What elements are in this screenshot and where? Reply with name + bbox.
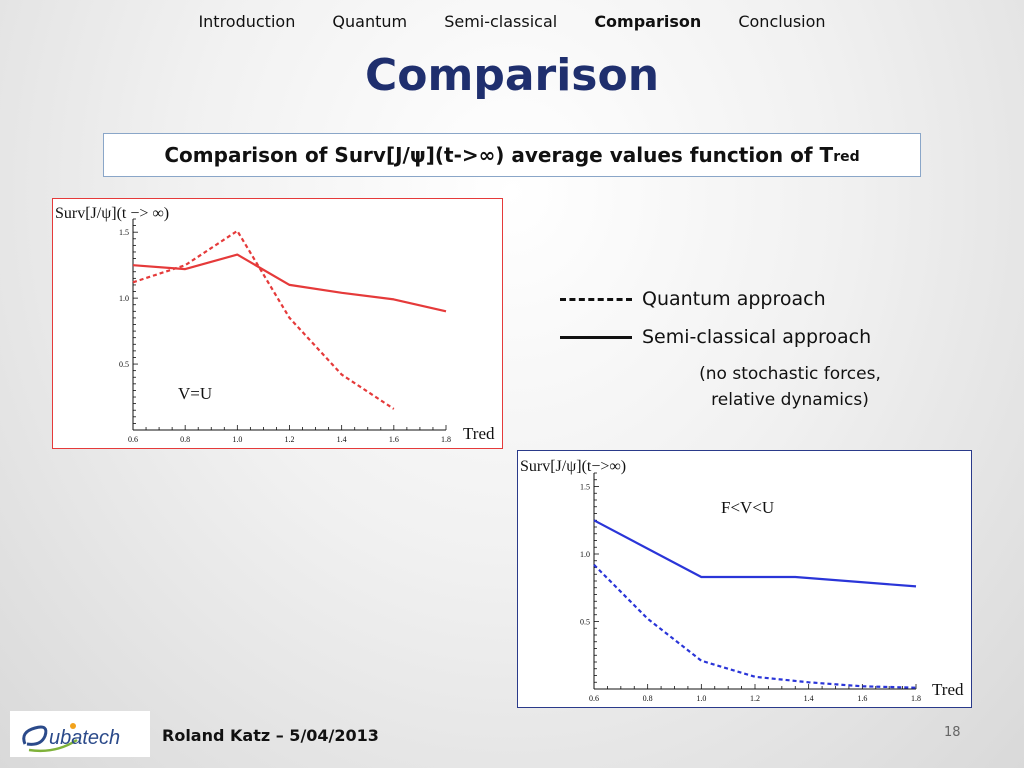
nav-semi-classical[interactable]: Semi-classical	[444, 12, 558, 31]
chart-title: Surv[J/ψ](t −> ∞)	[55, 205, 169, 222]
chart-fvu-svg: 0.5 1.0 1.5 0.6 0.8 1.0 1.2 1.4 1.6 1.8 Surv[J/ψ](…	[520, 458, 964, 703]
x-axis-label: Tred	[932, 680, 964, 699]
x-tick-label: 0.6	[128, 435, 138, 444]
x-tick-label: 1.2	[285, 435, 295, 444]
footer-author: Roland Katz – 5/04/2013	[162, 726, 379, 745]
x-tick-label: 1.4	[804, 694, 814, 703]
x-tick-label: 0.8	[180, 435, 190, 444]
chart-annotation: F<V<U	[721, 498, 774, 517]
chart-vu-svg: 0.5 1.0 1.5 0.6 0.8 1.0 1.2 1.4 1.6 1.8 Surv[J/ψ](…	[55, 205, 495, 444]
x-tick-label: 1.0	[696, 694, 706, 703]
legend-quantum-label: Quantum approach	[642, 288, 826, 310]
page-title: Comparison	[364, 50, 660, 101]
subatech-logo: ubatech	[10, 711, 150, 757]
nav-comparison[interactable]: Comparison	[594, 12, 702, 31]
chart-vu-red: 0.5 1.0 1.5 0.6 0.8 1.0 1.2 1.4 1.6 1.8 Surv[J/ψ](…	[52, 198, 503, 449]
y-tick-label: 1.5	[580, 483, 590, 492]
nav-introduction[interactable]: Introduction	[198, 12, 296, 31]
nav-conclusion[interactable]: Conclusion	[738, 12, 826, 31]
svg-text:ubatech: ubatech	[49, 727, 120, 749]
solid-line-sample	[560, 335, 632, 339]
chart-title: Surv[J/ψ](t−>∞)	[520, 458, 626, 475]
top-navigation: Introduction Quantum Semi-classical Comp…	[0, 12, 1024, 31]
subtitle-box: Comparison of Surv[J/ψ](t->∞) average va…	[103, 133, 921, 177]
dashed-line-sample	[560, 297, 632, 301]
x-tick-label: 0.6	[589, 694, 599, 703]
legend-note: (no stochastic forces, relative dynamics…	[680, 361, 900, 413]
y-tick-label: 0.5	[119, 360, 129, 369]
x-tick-label: 1.8	[911, 694, 921, 703]
x-tick-label: 1.4	[337, 435, 347, 444]
chart-annotation: V=U	[178, 384, 212, 403]
y-tick-label: 1.5	[119, 228, 129, 237]
y-tick-label: 1.0	[119, 294, 129, 303]
note-line-2: relative dynamics)	[711, 390, 869, 410]
nav-quantum[interactable]: Quantum	[332, 12, 408, 31]
chart-fvu-blue: 0.5 1.0 1.5 0.6 0.8 1.0 1.2 1.4 1.6 1.8 Surv[J/ψ](…	[517, 450, 972, 708]
logo-icon: ubatech	[22, 723, 120, 753]
y-tick-label: 1.0	[580, 550, 590, 559]
legend-row-semiclassical: Semi-classical approach	[560, 318, 871, 356]
x-tick-label: 1.2	[750, 694, 760, 703]
x-tick-label: 1.0	[232, 435, 242, 444]
x-tick-label: 0.8	[643, 694, 653, 703]
x-tick-label: 1.6	[389, 435, 399, 444]
semiclassical-series-line	[593, 519, 917, 588]
legend: Quantum approach Semi-classical approach	[560, 280, 871, 356]
subtitle-text: Comparison of Surv[J/ψ](t->∞) average va…	[164, 143, 834, 167]
legend-semiclassical-label: Semi-classical approach	[642, 326, 872, 348]
y-tick-label: 0.5	[580, 618, 590, 627]
x-tick-label: 1.6	[857, 694, 867, 703]
page-number: 18	[944, 725, 961, 740]
x-axis-label: Tred	[463, 424, 495, 443]
legend-row-quantum: Quantum approach	[560, 280, 871, 318]
semiclassical-series-line	[132, 253, 447, 313]
subtitle-subscript: red	[833, 149, 860, 165]
quantum-series-line	[132, 229, 395, 410]
note-line-1: (no stochastic forces,	[699, 364, 881, 384]
x-tick-label: 1.8	[441, 435, 451, 444]
